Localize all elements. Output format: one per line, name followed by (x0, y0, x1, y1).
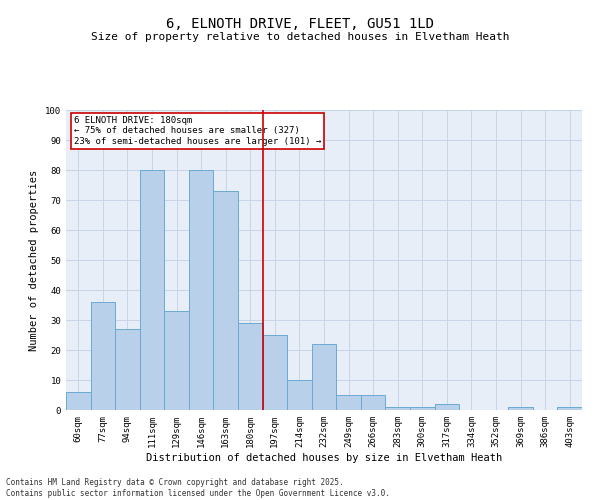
Bar (164, 311, 189, 410)
Bar (312, 344, 336, 410)
Bar (361, 395, 385, 410)
Text: Contains HM Land Registry data © Crown copyright and database right 2025.
Contai: Contains HM Land Registry data © Crown c… (6, 478, 390, 498)
Bar (263, 335, 287, 410)
Y-axis label: Number of detached properties: Number of detached properties (29, 170, 40, 350)
Bar (434, 404, 459, 410)
Bar (214, 191, 238, 410)
Bar (66, 392, 91, 410)
Bar (91, 302, 115, 410)
Text: 6 ELNOTH DRIVE: 180sqm
← 75% of detached houses are smaller (327)
23% of semi-de: 6 ELNOTH DRIVE: 180sqm ← 75% of detached… (74, 116, 321, 146)
X-axis label: Distribution of detached houses by size in Elvetham Heath: Distribution of detached houses by size … (146, 452, 502, 462)
Text: 6, ELNOTH DRIVE, FLEET, GU51 1LD: 6, ELNOTH DRIVE, FLEET, GU51 1LD (166, 18, 434, 32)
Bar (238, 323, 263, 410)
Bar (410, 407, 434, 410)
Bar (140, 170, 164, 410)
Bar (336, 395, 361, 410)
Bar (557, 407, 582, 410)
Bar (385, 407, 410, 410)
Bar (115, 329, 140, 410)
Bar (189, 170, 214, 410)
Bar (287, 380, 312, 410)
Text: Size of property relative to detached houses in Elvetham Heath: Size of property relative to detached ho… (91, 32, 509, 42)
Bar (508, 407, 533, 410)
